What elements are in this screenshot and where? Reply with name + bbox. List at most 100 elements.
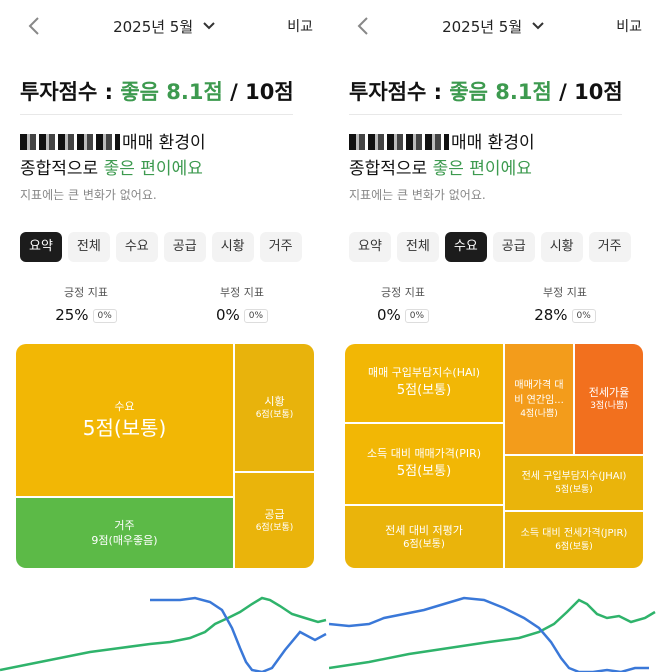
- category-tabs: 요약 전체 수요 공급 시황 거주: [349, 232, 631, 262]
- treemap-cell-jhai[interactable]: 전세 구입부담지수(JHAI) 5점(보통): [505, 456, 643, 510]
- score-max: / 10점: [551, 80, 623, 104]
- tab-all[interactable]: 전체: [67, 232, 110, 262]
- divider: [349, 114, 622, 115]
- positive-value: 25%: [55, 306, 89, 324]
- cell-name: 소득 대비 전세가격(JPIR): [520, 528, 628, 539]
- treemap-cell-undervalue[interactable]: 전세 대비 저평가 6점(보통): [345, 506, 503, 568]
- negative-label: 부정 지표: [543, 286, 587, 299]
- treemap-cell-pir[interactable]: 소득 대비 매매가격(PIR) 5점(보통): [345, 424, 503, 504]
- cell-score: 5점(보통): [396, 463, 452, 479]
- positive-change: 0%: [92, 309, 117, 323]
- positive-label: 긍정 지표: [64, 286, 108, 299]
- green-trend-line: [329, 598, 656, 670]
- cell-score: 6점(보통): [555, 542, 593, 552]
- cell-name: 전세 대비 저평가: [385, 524, 463, 537]
- headline-line1: 매매 환경이: [451, 133, 535, 153]
- compare-button[interactable]: 비교: [287, 19, 313, 35]
- month-selector[interactable]: 2025년 5월: [0, 16, 329, 37]
- positive-indicator: 긍정 지표 0% 0%: [353, 284, 453, 324]
- tab-all[interactable]: 전체: [396, 232, 439, 262]
- compare-button[interactable]: 비교: [616, 19, 642, 35]
- cell-score: 5점(보통): [396, 382, 452, 398]
- cell-name: 소득 대비 매매가격(PIR): [366, 446, 482, 460]
- treemap-cell-hai[interactable]: 매매 구입부담지수(HAI) 5점(보통): [345, 344, 503, 422]
- tab-market[interactable]: 시황: [211, 232, 254, 262]
- cell-score: 4점(나쁨): [520, 408, 558, 419]
- tab-demand[interactable]: 수요: [115, 232, 158, 262]
- chevron-down-icon: [532, 22, 544, 30]
- back-button[interactable]: [353, 14, 375, 38]
- month-label: 2025년 5월: [113, 18, 194, 36]
- positive-label: 긍정 지표: [381, 286, 425, 299]
- treemap-cell-jpir[interactable]: 소득 대비 전세가격(JPIR) 6점(보통): [505, 512, 643, 568]
- trend-chart: [0, 596, 327, 672]
- cell-score: 5점(보통): [555, 485, 593, 495]
- negative-change: 0%: [243, 309, 269, 323]
- tab-supply[interactable]: 공급: [163, 232, 206, 262]
- positive-value: 0%: [376, 306, 401, 324]
- cell-score: 9점(매우좋음): [91, 534, 158, 547]
- tab-demand[interactable]: 수요: [444, 232, 487, 262]
- cell-name: 공급: [264, 507, 285, 521]
- investment-score: 투자점수 : 좋음 8.1점 / 10점: [20, 76, 294, 106]
- cell-score: 6점(보통): [255, 522, 294, 533]
- headline-line2-good: 좋은 편이에요: [103, 159, 203, 179]
- treemap-cell-jeonse-rate[interactable]: 전세가율 3점(나쁨): [575, 344, 643, 454]
- cell-name: 매매 구입부담지수(HAI): [367, 365, 481, 379]
- tab-residence[interactable]: 거주: [259, 232, 302, 262]
- blue-trend-line: [150, 596, 327, 672]
- divider: [20, 114, 293, 115]
- redacted-region-name: [20, 134, 120, 150]
- cell-score: 3점(나쁨): [590, 401, 628, 411]
- investment-score: 투자점수 : 좋음 8.1점 / 10점: [349, 76, 623, 106]
- positive-change: 0%: [404, 309, 430, 323]
- headline-line2-good: 좋은 편이에요: [432, 159, 532, 179]
- cell-name: 거주: [114, 519, 135, 532]
- change-note: 지표에는 큰 변화가 없어요.: [349, 188, 486, 202]
- headline: 매매 환경이 종합적으로 좋은 편이에요: [20, 130, 206, 182]
- tab-summary[interactable]: 요약: [20, 232, 62, 262]
- score-treemap: 수요 5점(보통) 시황 6점(보통) 공급 6점(보통) 거주 9점(매우좋음…: [16, 344, 314, 568]
- score-treemap: 매매 구입부담지수(HAI) 5점(보통) 매매가격 대비 연간임... 4점(…: [345, 344, 643, 568]
- treemap-cell-market[interactable]: 시황 6점(보통): [235, 344, 314, 471]
- redacted-region-name: [349, 134, 449, 150]
- category-tabs: 요약 전체 수요 공급 시황 거주: [20, 232, 302, 262]
- tab-summary[interactable]: 요약: [349, 232, 391, 262]
- score-label: 투자점수 :: [349, 80, 450, 104]
- treemap-cell-demand[interactable]: 수요 5점(보통): [16, 344, 233, 496]
- trend-chart: [329, 596, 656, 672]
- cell-name: 수요: [114, 399, 135, 413]
- blue-trend-line: [329, 596, 649, 672]
- cell-name: 전세가율: [588, 386, 630, 399]
- chevron-down-icon: [203, 22, 215, 30]
- treemap-cell-supply[interactable]: 공급 6점(보통): [235, 473, 314, 568]
- cell-name: 전세 구입부담지수(JHAI): [521, 471, 627, 482]
- negative-change: 0%: [571, 309, 596, 323]
- score-max: / 10점: [222, 80, 294, 104]
- headline-line1: 매매 환경이: [122, 133, 206, 153]
- tab-market[interactable]: 시황: [540, 232, 583, 262]
- positive-indicator: 긍정 지표 25% 0%: [36, 284, 136, 324]
- treemap-cell-rent-ratio[interactable]: 매매가격 대비 연간임... 4점(나쁨): [505, 344, 573, 454]
- negative-indicator: 부정 지표 28% 0%: [515, 284, 615, 324]
- score-grade: 좋음 8.1점: [120, 80, 223, 104]
- green-trend-line: [0, 596, 327, 672]
- back-button[interactable]: [24, 14, 46, 38]
- score-grade: 좋음 8.1점: [449, 80, 552, 104]
- cell-score: 5점(보통): [82, 415, 167, 440]
- tab-supply[interactable]: 공급: [492, 232, 535, 262]
- cell-name: 시황: [264, 394, 285, 408]
- negative-indicator: 부정 지표 0% 0%: [192, 284, 292, 324]
- cell-name: 매매가격 대비 연간임...: [514, 379, 564, 406]
- panel-summary: 2025년 5월 비교 투자점수 : 좋음 8.1점 / 10점 매매 환경이 …: [0, 14, 329, 672]
- treemap-cell-residence[interactable]: 거주 9점(매우좋음): [16, 498, 233, 568]
- month-selector[interactable]: 2025년 5월: [329, 16, 658, 37]
- tab-residence[interactable]: 거주: [588, 232, 631, 262]
- cell-score: 6점(보통): [255, 409, 294, 420]
- month-label: 2025년 5월: [442, 18, 523, 36]
- headline-line2-prefix: 종합적으로: [20, 159, 104, 179]
- chevron-left-icon: [28, 17, 39, 35]
- cell-score: 6점(보통): [403, 539, 445, 550]
- panel-demand: 2025년 5월 비교 투자점수 : 좋음 8.1점 / 10점 매매 환경이 …: [329, 0, 658, 672]
- negative-label: 부정 지표: [220, 286, 264, 299]
